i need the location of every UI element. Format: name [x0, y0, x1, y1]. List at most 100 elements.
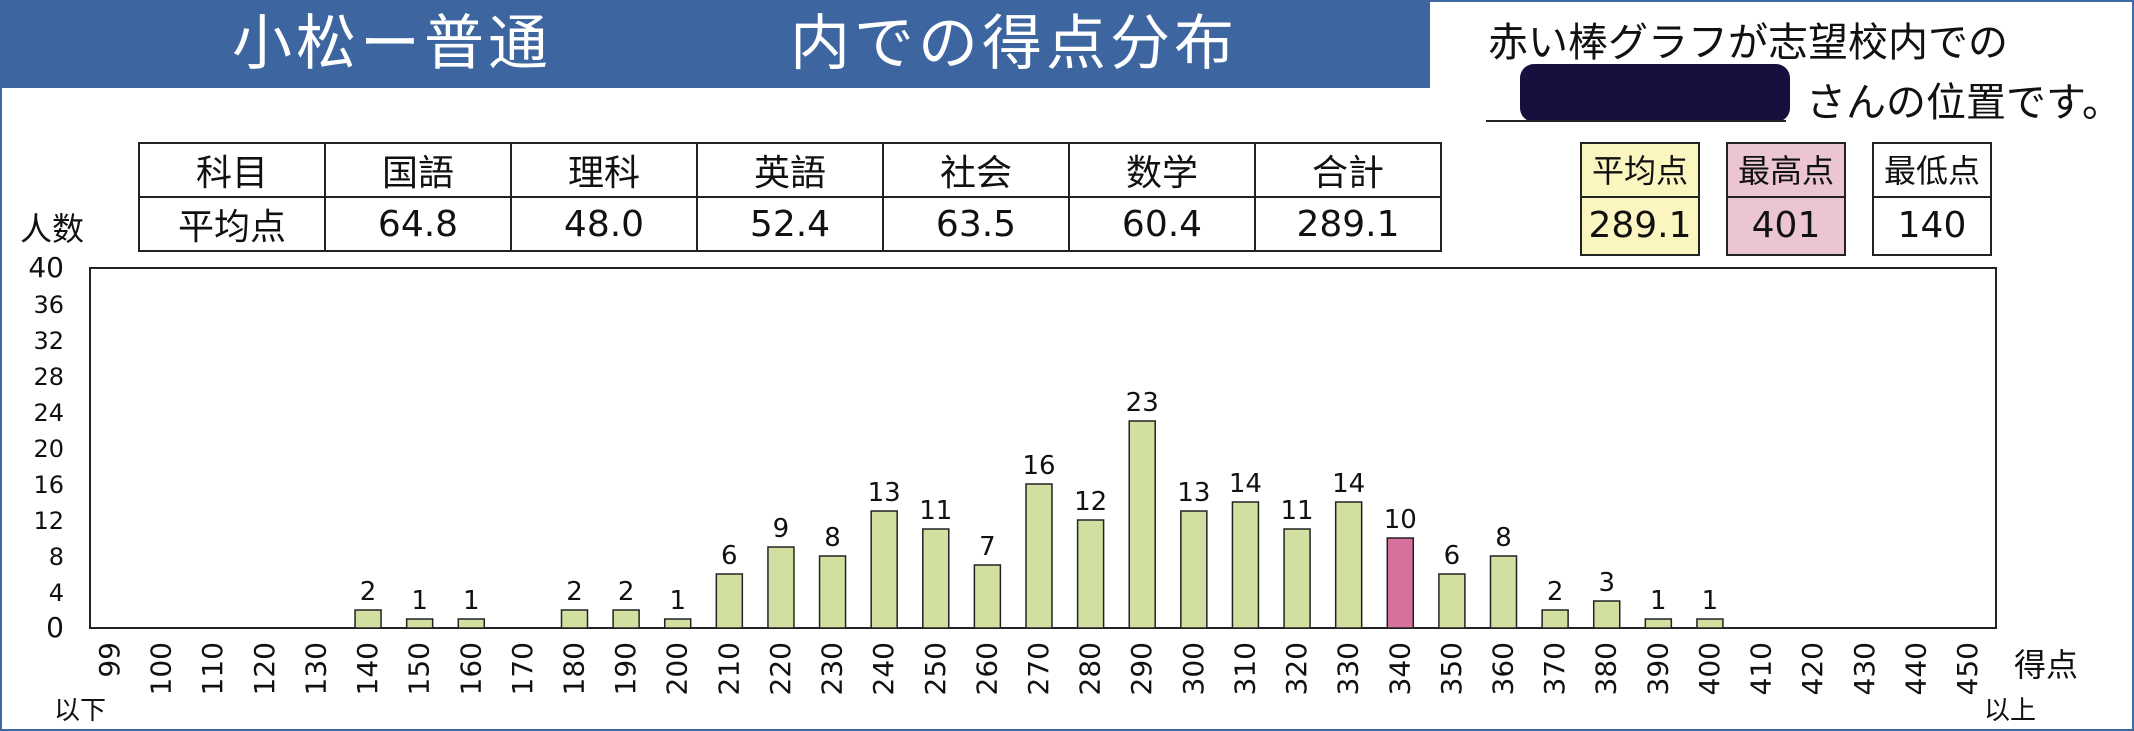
x-tick-label: 190 — [609, 642, 642, 695]
subject-row: 科目 国語 理科 英語 社会 数学 合計 — [138, 142, 1442, 198]
x-tick-label: 450 — [1951, 642, 1984, 695]
stat-label: 平均点 — [1582, 144, 1698, 198]
x-tick-label: 340 — [1383, 642, 1416, 695]
average-row: 平均点 64.8 48.0 52.4 63.5 60.4 289.1 — [138, 196, 1442, 252]
subject-average: 52.4 — [696, 196, 884, 252]
x-tick-label: 99 — [93, 642, 126, 678]
bar-value-label: 11 — [1281, 496, 1314, 526]
subject-name: 社会 — [882, 142, 1070, 198]
bar-value-label: 23 — [1126, 388, 1159, 418]
bar — [818, 555, 847, 629]
x-tick-label: 360 — [1487, 642, 1520, 695]
bar-value-label: 1 — [463, 586, 480, 616]
bar-value-label: 8 — [824, 523, 841, 553]
row-label-subject: 科目 — [138, 142, 326, 198]
x-tick-label: 130 — [299, 642, 332, 695]
bar — [1696, 618, 1724, 629]
bar — [870, 510, 898, 629]
bar — [1076, 519, 1105, 629]
subject-average: 64.8 — [324, 196, 512, 252]
bar — [560, 609, 589, 629]
bar-value-label: 16 — [1022, 451, 1055, 481]
y-tick-label: 12 — [33, 507, 64, 535]
subject-name: 国語 — [324, 142, 512, 198]
bar — [1592, 600, 1621, 629]
subject-name: 理科 — [510, 142, 698, 198]
x-tick-label: 150 — [403, 642, 436, 695]
stat-value: 140 — [1897, 205, 1967, 246]
x-tick-label: 120 — [248, 642, 281, 695]
x-tick-label: 220 — [764, 642, 797, 695]
x-tick-label: 290 — [1125, 642, 1158, 695]
x-tick-label: 230 — [816, 642, 849, 695]
subject-average: 48.0 — [510, 196, 698, 252]
x-tick-label: 300 — [1177, 642, 1210, 695]
bar — [922, 528, 950, 629]
bar-value-label: 1 — [411, 586, 428, 616]
subject-average: 289.1 — [1254, 196, 1442, 252]
title-banner: 小松ー普通 内での得点分布 — [0, 0, 1430, 88]
subject-average-table: 科目 国語 理科 英語 社会 数学 合計 平均点 64.8 48.0 52.4 … — [138, 142, 1442, 252]
stat-label: 最低点 — [1874, 144, 1990, 198]
y-tick-label: 8 — [49, 543, 64, 571]
y-tick-label: 24 — [33, 399, 64, 427]
x-tick-label: 270 — [1022, 642, 1055, 695]
bar-value-label: 13 — [868, 478, 901, 508]
x-tick-label: 250 — [919, 642, 952, 695]
row-label-average: 平均点 — [138, 196, 326, 252]
note-line-2: さんの位置です。 — [1806, 80, 2122, 126]
x-axis-label: 得点 — [2014, 646, 2079, 684]
bar-value-label: 10 — [1384, 505, 1417, 535]
x-tick-label: 410 — [1745, 642, 1778, 695]
bar-value-label: 8 — [1495, 523, 1512, 553]
bar-value-label: 1 — [1650, 586, 1667, 616]
stat-value: 289.1 — [1588, 205, 1692, 246]
x-tick-label: 310 — [1228, 642, 1261, 695]
bar — [1541, 609, 1569, 629]
bar-value-label: 12 — [1074, 487, 1107, 517]
y-axis-label: 人数 — [20, 210, 85, 248]
x-tick-label: 140 — [351, 642, 384, 695]
x-tick-label: 390 — [1641, 642, 1674, 695]
bar-value-label: 1 — [669, 586, 686, 616]
x-tick-label: 400 — [1693, 642, 1726, 695]
x-tick-label: 110 — [196, 642, 229, 695]
bar — [1025, 483, 1053, 629]
bar-value-label: 7 — [979, 532, 996, 562]
bar-value-label: 9 — [773, 514, 790, 544]
stat-box-max: 最高点 401 — [1726, 142, 1846, 256]
bar — [1489, 555, 1518, 629]
bar — [1128, 420, 1156, 629]
bar — [973, 564, 1002, 629]
bar-value-label: 6 — [1444, 541, 1461, 571]
bar-value-label: 14 — [1332, 469, 1365, 499]
subject-average: 60.4 — [1068, 196, 1256, 252]
bar-value-label: 1 — [1702, 586, 1719, 616]
x-tick-label: 420 — [1796, 642, 1829, 695]
bar — [715, 573, 744, 629]
title-school: 小松ー普通 — [232, 9, 552, 79]
title-suffix: 内での得点分布 — [790, 9, 1238, 79]
bar — [1231, 501, 1260, 629]
x-tick-label: 440 — [1899, 642, 1932, 695]
x-tick-label: 100 — [145, 642, 178, 695]
stat-box-min: 最低点 140 — [1872, 142, 1992, 256]
subject-average: 63.5 — [882, 196, 1070, 252]
bar — [1180, 510, 1208, 629]
bar-value-label: 2 — [566, 577, 583, 607]
bar — [663, 618, 692, 629]
x-tick-label: 320 — [1280, 642, 1313, 695]
highlight-bar — [1386, 537, 1415, 629]
x-tick-label: 200 — [661, 642, 694, 695]
x-tick-label: 210 — [712, 642, 745, 695]
y-tick-label: 20 — [33, 435, 64, 463]
y-tick-label: 40 — [28, 251, 64, 284]
stat-value: 401 — [1751, 205, 1821, 246]
name-underline — [1486, 120, 1786, 122]
bar-value-label: 2 — [1547, 577, 1564, 607]
y-tick-label: 0 — [46, 611, 64, 644]
x-tick-label: 240 — [867, 642, 900, 695]
x-tick-label: 160 — [454, 642, 487, 695]
